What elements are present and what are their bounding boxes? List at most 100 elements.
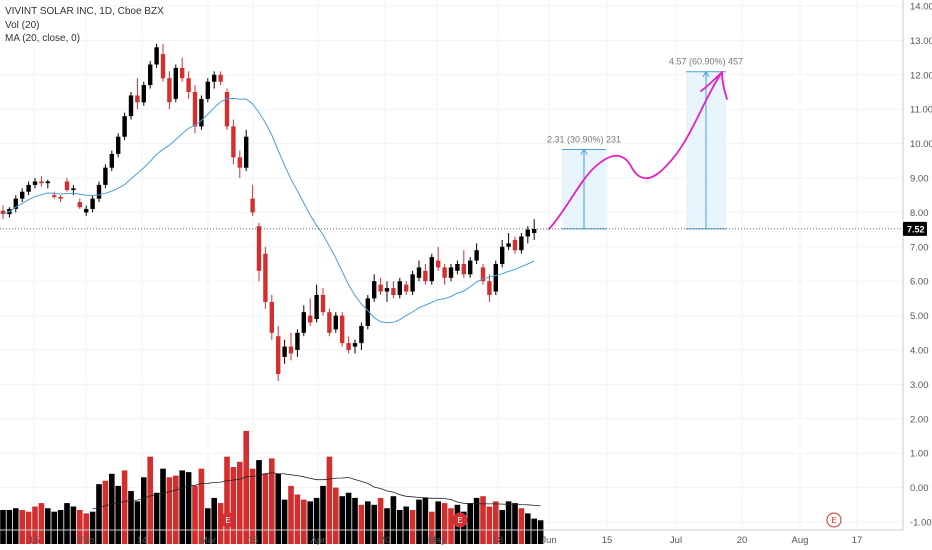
volume-bar: [192, 485, 198, 544]
candle-body: [519, 236, 524, 251]
candle-body: [506, 243, 511, 247]
candle-body: [256, 226, 262, 271]
candle-body: [186, 78, 191, 92]
volume-bar: [185, 472, 192, 544]
last-price-badge-bg: [903, 221, 927, 236]
candle-body: [71, 188, 76, 191]
volume-bar: [25, 511, 32, 544]
earnings-marker-label: E: [457, 516, 462, 525]
projection-label: 4.57 (60.90%) 457: [669, 57, 743, 67]
ma-indicator-label[interactable]: MA (20, close, 0): [5, 33, 81, 44]
candle-body: [532, 228, 537, 234]
candle-body: [212, 74, 217, 82]
candle-body: [276, 336, 281, 375]
time-tick-label: 18: [493, 535, 504, 546]
volume-bar: [173, 475, 179, 544]
price-tick-label: 14.00: [910, 2, 932, 13]
volume-bar: [38, 503, 45, 544]
candle-body: [141, 85, 146, 103]
candle-body: [199, 98, 204, 127]
candle-body: [282, 346, 287, 357]
volume-bar: [422, 497, 429, 544]
time-tick-label: Apr: [311, 535, 326, 546]
candle-body: [308, 315, 313, 323]
candle-body: [160, 54, 166, 79]
volume-bar: [160, 468, 166, 544]
earnings-marker[interactable]: [452, 512, 468, 528]
volume-bar: [0, 509, 6, 544]
candle-body: [250, 198, 255, 213]
volume-bar: [307, 501, 313, 544]
candle-body: [448, 267, 454, 278]
candle-body: [96, 184, 102, 199]
price-tick-label: -1.00: [910, 518, 932, 529]
volume-bar: [243, 430, 249, 544]
price-tick-label: 9.00: [910, 174, 929, 185]
candle-body: [205, 81, 210, 99]
earnings-marker-label: E: [831, 516, 836, 525]
volume-bar: [6, 509, 13, 544]
volume-bar: [486, 506, 493, 544]
volume-bar: [128, 491, 134, 544]
volume-bar: [45, 508, 51, 544]
forecast-drawing[interactable]: [548, 71, 728, 230]
volume-bar: [435, 501, 441, 544]
candle-body: [493, 264, 498, 292]
volume-bar: [493, 501, 499, 544]
price-tick-label: 3.00: [910, 380, 929, 391]
volume-bar: [51, 511, 57, 544]
volume-bar: [198, 468, 205, 544]
time-axis[interactable]: 15 Feb 14 Mar 16 Apr 20 May 18 Jun 15 Jul 20 Aug 17: [29, 535, 863, 546]
candle-body: [442, 267, 447, 278]
candle-body: [263, 253, 268, 302]
volume-bar: [269, 458, 275, 544]
price-tick-label: 12.00: [910, 70, 932, 81]
candle-body: [404, 284, 409, 292]
volume-bar: [147, 456, 153, 544]
candle-body: [346, 343, 351, 350]
candle-body: [487, 281, 492, 295]
earnings-marker[interactable]: [826, 512, 842, 528]
candle-body: [135, 95, 140, 103]
price-tick-label: 10.00: [910, 139, 932, 150]
volume-indicator-label[interactable]: Vol (20): [5, 19, 40, 31]
price-axis[interactable]: 14.00 13.00 12.00 11.00 10.00 9.00 8.00 7.00 6.0…: [910, 2, 932, 529]
symbol-title[interactable]: VIVINT SOLAR INC, 1D, Cboe BZX: [5, 6, 164, 17]
candle-body: [128, 95, 134, 117]
time-tick-label: 14: [137, 535, 148, 546]
price-tick-label: 6.00: [910, 277, 929, 288]
candle-body: [480, 267, 486, 282]
volume-bar: [416, 499, 422, 544]
candle-body: [109, 153, 114, 168]
volume-bar: [262, 473, 269, 544]
candle-body: [455, 264, 460, 271]
volume-bar: [70, 506, 77, 544]
volume-bar: [249, 468, 256, 544]
ma-line: [2, 97, 535, 324]
candle-body: [378, 284, 383, 292]
price-tick-label: 8.00: [910, 208, 929, 219]
volume-bar: [352, 497, 358, 544]
candle-body: [122, 116, 127, 137]
candle-body: [365, 298, 370, 326]
candle-body: [192, 92, 198, 127]
volume-bar: [313, 497, 320, 544]
volume-bar: [409, 509, 416, 544]
chart-legend: VIVINT SOLAR INC, 1D, Cboe BZX Vol (20) …: [5, 5, 164, 46]
earnings-marker[interactable]: [220, 512, 236, 528]
candle-body: [436, 260, 441, 268]
candle-body: [314, 294, 319, 320]
volume-bar: [512, 503, 518, 544]
volume-bar: [294, 494, 301, 544]
volume-bar: [256, 460, 262, 544]
candle-body: [525, 229, 530, 237]
candle-body: [269, 301, 274, 333]
volume-bar: [480, 496, 486, 544]
candle-body: [52, 195, 57, 197]
time-tick-label: 15: [29, 535, 40, 546]
volume-bar: [377, 497, 384, 544]
volume-bar: [224, 456, 230, 544]
volume-bar: [121, 470, 128, 544]
